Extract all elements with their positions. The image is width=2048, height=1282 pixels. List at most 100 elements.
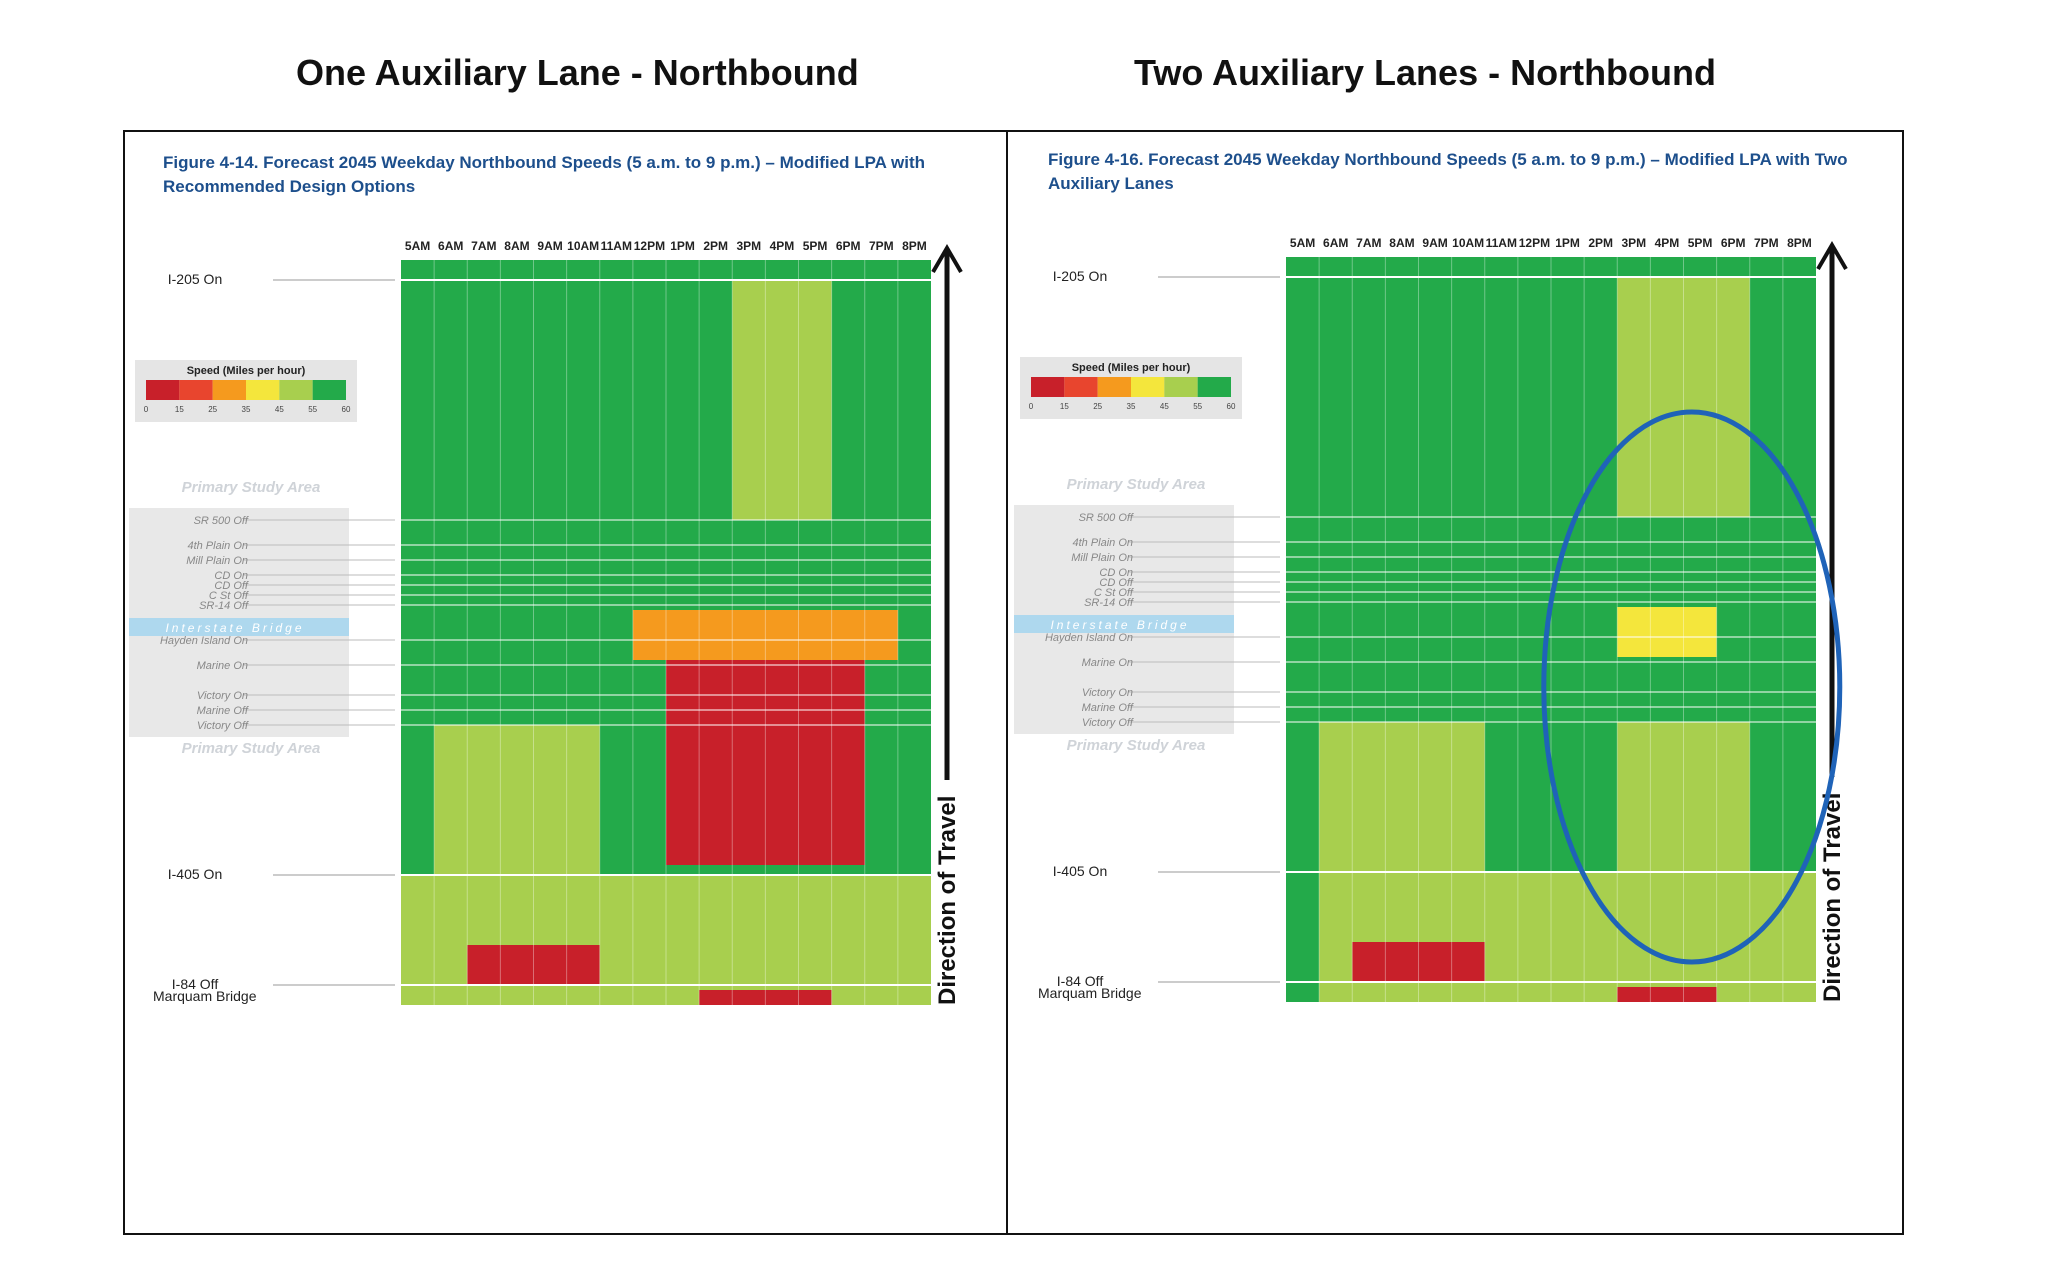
location-label: Mill Plain On <box>1071 552 1133 564</box>
interstate-bridge-label: Interstate Bridge <box>165 621 304 635</box>
location-label: I-84 Off <box>172 976 219 992</box>
legend-tick-label: 15 <box>175 405 184 414</box>
time-tick-label: 1PM <box>670 239 695 253</box>
location-label: 4th Plain On <box>187 540 248 552</box>
legend-tick-label: 0 <box>1029 402 1034 411</box>
time-tick-label: 7AM <box>471 239 496 253</box>
legend-tick-label: 55 <box>308 405 317 414</box>
time-tick-label: 5PM <box>1688 236 1713 250</box>
chart-title-line: Figure 4-14. Forecast 2045 Weekday North… <box>163 153 925 172</box>
legend-swatch <box>1197 377 1231 397</box>
figure-frame <box>123 130 1904 1235</box>
location-label: Marine On <box>1082 657 1133 669</box>
location-label: I-205 On <box>1053 268 1107 284</box>
legend-tick-label: 15 <box>1060 402 1069 411</box>
time-tick-label: 2PM <box>703 239 728 253</box>
location-label: SR 500 Off <box>194 515 249 527</box>
time-tick-label: 7PM <box>869 239 894 253</box>
time-tick-label: 9AM <box>537 239 562 253</box>
direction-of-travel-label: Direction of Travel <box>934 796 961 1005</box>
time-tick-label: 11AM <box>1486 236 1517 250</box>
legend-tick-label: 0 <box>144 405 149 414</box>
legend-swatch <box>1097 377 1131 397</box>
time-tick-label: 5PM <box>803 239 828 253</box>
time-tick-label: 5AM <box>1290 236 1315 250</box>
chart-title-line: Auxiliary Lanes <box>1048 174 1174 193</box>
time-tick-label: 8PM <box>1787 236 1812 250</box>
legend-tick-label: 60 <box>342 405 351 414</box>
location-label: Marine Off <box>1082 702 1134 714</box>
location-label: Hayden Island On <box>160 635 248 647</box>
direction-of-travel-label: Direction of Travel <box>1819 793 1846 1002</box>
heatmap-zone <box>1617 987 1717 1002</box>
time-tick-label: 12PM <box>634 239 665 253</box>
legend-swatch <box>279 380 313 400</box>
legend-title: Speed (Miles per hour) <box>1072 362 1191 374</box>
legend-swatch <box>146 380 180 400</box>
primary-study-area-label: Primary Study Area <box>1067 476 1206 493</box>
location-label: CD Off <box>1099 577 1134 589</box>
heatmap-zone <box>732 280 832 520</box>
location-label: C St Off <box>209 590 249 602</box>
time-tick-label: 12PM <box>1519 236 1550 250</box>
heatmap-zone <box>1617 277 1750 517</box>
location-label: Marquam Bridge <box>1038 985 1142 1001</box>
location-label: SR 500 Off <box>1079 512 1134 524</box>
primary-study-area-label: Primary Study Area <box>182 479 321 496</box>
highlight-ellipse <box>1541 409 1843 965</box>
time-tick-label: 4PM <box>1655 236 1680 250</box>
location-label: I-405 On <box>168 866 222 882</box>
direction-arrow-head <box>1816 241 1848 271</box>
location-label: Marquam Bridge <box>153 988 257 1004</box>
time-tick-label: 3PM <box>736 239 761 253</box>
legend-swatch <box>1031 377 1065 397</box>
direction-arrow-head <box>931 244 963 274</box>
legend-swatch <box>212 380 246 400</box>
legend-tick-label: 25 <box>208 405 217 414</box>
right-heading: Two Auxiliary Lanes - Northbound <box>1134 52 1717 93</box>
legend-tick-label: 45 <box>1160 402 1169 411</box>
legend-tick-label: 25 <box>1093 402 1102 411</box>
location-label: Marine On <box>197 660 248 672</box>
location-label: I-205 On <box>168 271 222 287</box>
time-tick-label: 10AM <box>567 239 599 253</box>
interstate-bridge-band <box>1014 615 1234 633</box>
location-label: CD On <box>214 570 248 582</box>
location-label: Hayden Island On <box>1045 632 1133 644</box>
location-label: Marine Off <box>197 705 249 717</box>
location-label: SR-14 Off <box>1084 597 1134 609</box>
time-tick-label: 3PM <box>1621 236 1646 250</box>
heatmap-zone <box>467 945 600 985</box>
location-label: Victory On <box>197 690 248 702</box>
time-tick-label: 5AM <box>405 239 430 253</box>
legend-title: Speed (Miles per hour) <box>187 365 306 377</box>
location-label: CD Off <box>214 580 249 592</box>
location-label: Victory On <box>1082 687 1133 699</box>
location-label: I-405 On <box>1053 863 1107 879</box>
time-tick-label: 6AM <box>438 239 463 253</box>
location-label: Mill Plain On <box>186 555 248 567</box>
primary-study-area-label: Primary Study Area <box>182 740 321 757</box>
location-label: Victory Off <box>197 720 249 732</box>
time-tick-label: 8PM <box>902 239 927 253</box>
time-tick-label: 11AM <box>601 239 632 253</box>
legend-swatch <box>1164 377 1198 397</box>
heatmap-zone <box>1352 942 1485 982</box>
time-tick-label: 7AM <box>1356 236 1381 250</box>
time-tick-label: 10AM <box>1452 236 1484 250</box>
primary-study-area-label: Primary Study Area <box>1067 737 1206 754</box>
chart-title-line: Recommended Design Options <box>163 177 415 196</box>
time-tick-label: 8AM <box>504 239 529 253</box>
time-tick-label: 6AM <box>1323 236 1348 250</box>
legend-tick-label: 45 <box>275 405 284 414</box>
legend-swatch <box>312 380 346 400</box>
location-label: I-84 Off <box>1057 973 1104 989</box>
heatmap-zone <box>666 660 865 865</box>
legend-tick-label: 55 <box>1193 402 1202 411</box>
legend-swatch <box>1131 377 1165 397</box>
heatmap-zone <box>632 610 898 660</box>
heatmap-zone <box>699 990 832 1005</box>
legend-swatch <box>179 380 213 400</box>
